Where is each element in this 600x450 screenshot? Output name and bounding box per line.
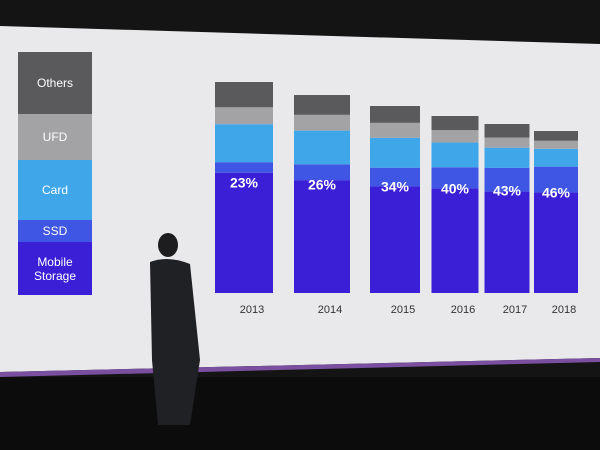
x-tick-label: 2015 [391,304,415,316]
bar-segment [534,148,578,167]
presenter-body [150,258,200,425]
legend-swatch [18,52,92,114]
share-label: 46% [542,185,571,201]
share-label: 40% [441,181,470,197]
legend-label: SSD [42,224,68,238]
bar-segment [215,82,273,108]
bar-segment [215,172,273,293]
share-label: 23% [230,175,259,191]
stage-floor [0,377,600,450]
legend-label: Others [36,76,73,90]
bar-segment [484,167,530,192]
bar-segment [370,186,420,293]
legend-label: Card [41,183,68,197]
bar-segment [431,188,479,293]
bar-segment [294,130,350,165]
x-tick-label: 2018 [552,304,576,316]
bar-segment [534,166,578,193]
bar-segment [431,116,479,131]
bar-segment [215,107,273,125]
bar-segment [484,124,530,138]
legend-swatch [18,114,92,160]
bar-segment [484,137,530,148]
bar-segment [534,131,578,141]
bar-segment [294,180,350,293]
legend-swatch [18,242,92,295]
share-label: 34% [381,179,410,195]
bar-segment [370,137,420,168]
x-tick-label: 2017 [503,304,527,316]
presenter-head [158,233,178,257]
bar-segment [431,167,479,189]
bar-segment [294,95,350,115]
legend-swatch [18,220,92,242]
legend-label: UFD [42,130,68,144]
bar-segment [534,140,578,149]
bar-segment [294,114,350,131]
bar-segment [370,106,420,123]
bar-segment [431,130,479,143]
bar-segment [484,191,530,293]
bar-segment [534,192,578,293]
bar-segment [294,164,350,181]
bar-segment [215,162,273,173]
share-label: 26% [308,177,337,193]
share-label: 43% [493,183,522,199]
bar-segment [215,124,273,163]
legend-label: Mobile Storage [33,254,77,283]
x-tick-label: 2016 [451,304,475,316]
bar-segment [484,147,530,168]
bar-segment [370,122,420,138]
x-tick-label: 2014 [318,304,342,316]
bar-segment [431,142,479,168]
legend-swatch [18,160,92,220]
bar-segment [370,167,420,187]
slide-edge [0,358,600,377]
x-tick-label: 2013 [240,304,264,316]
